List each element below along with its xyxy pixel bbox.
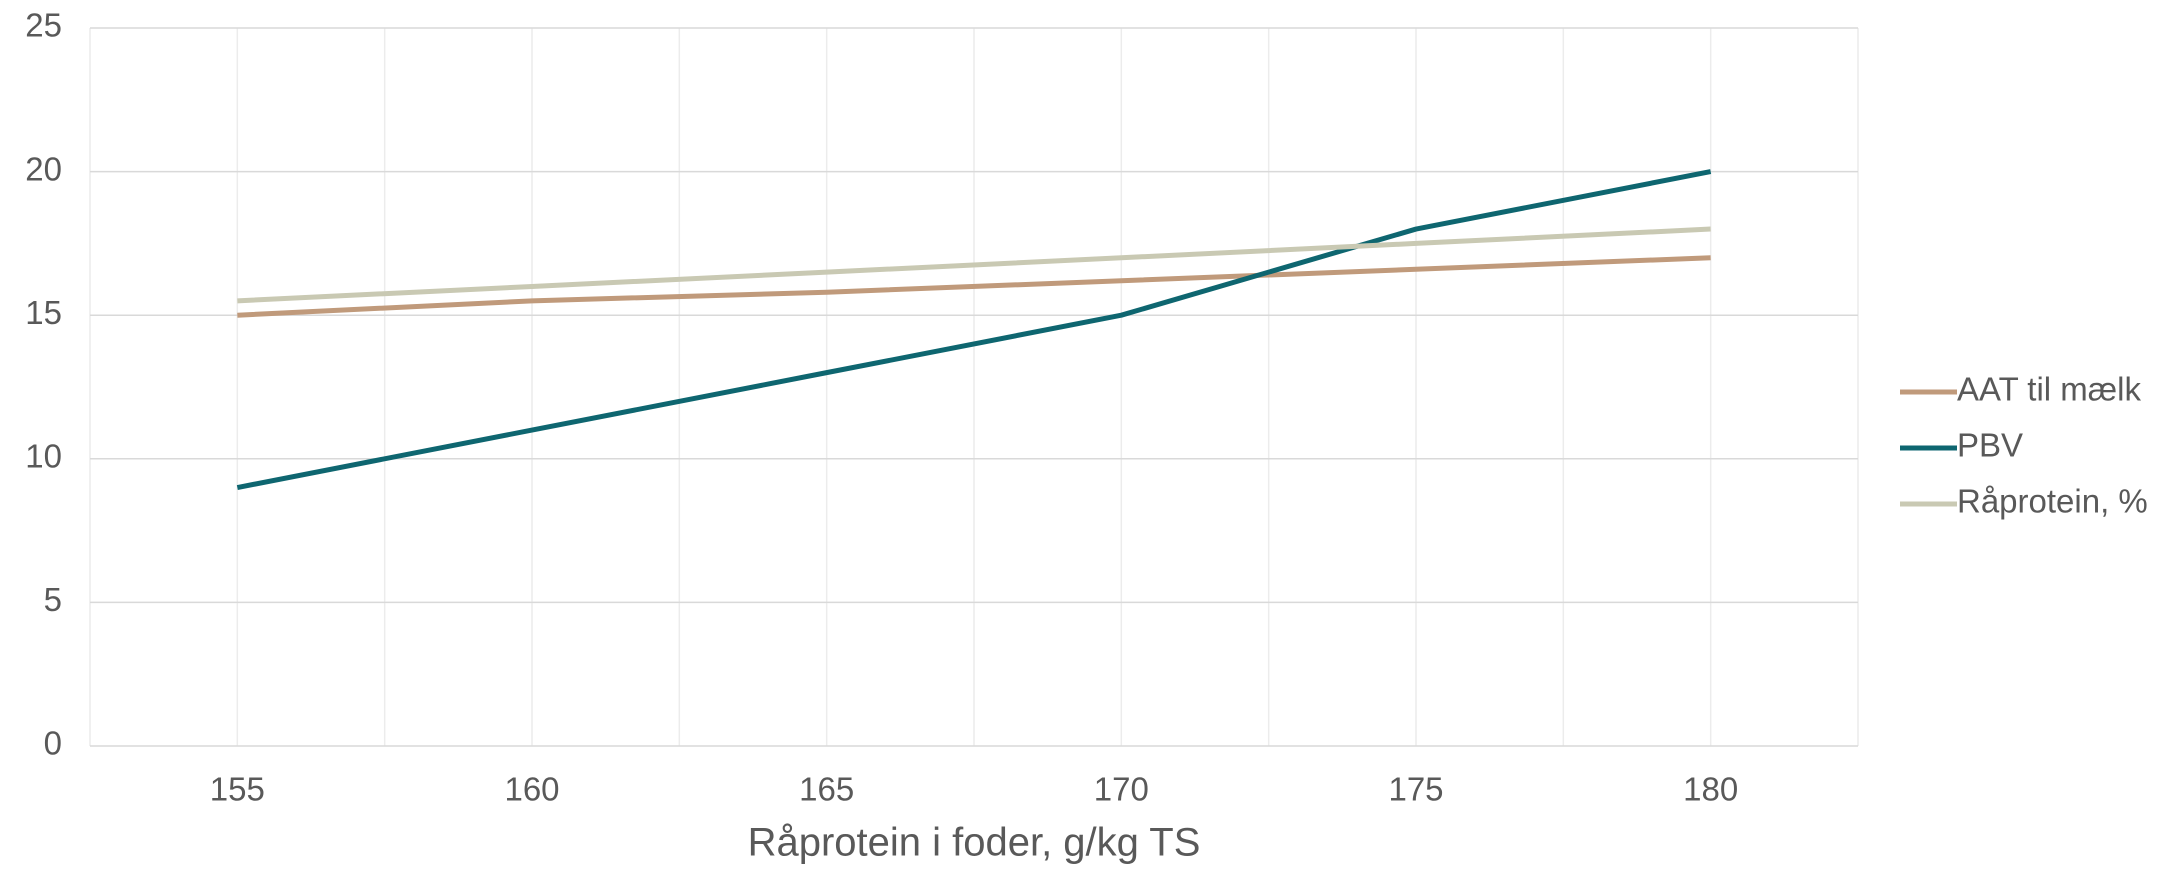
y-tick-label: 5: [44, 581, 62, 618]
x-tick-label: 180: [1683, 771, 1738, 808]
x-tick-label: 165: [799, 771, 854, 808]
y-tick-label: 20: [25, 150, 62, 187]
x-axis-title: Råprotein i foder, g/kg TS: [748, 821, 1201, 865]
legend-label: PBV: [1957, 427, 2023, 464]
y-tick-label: 0: [44, 725, 62, 762]
x-tick-label: 175: [1388, 771, 1443, 808]
x-tick-label: 160: [504, 771, 559, 808]
legend-label: AAT til mælk: [1957, 371, 2141, 408]
x-tick-label: 155: [210, 771, 265, 808]
y-tick-label: 10: [25, 438, 62, 475]
y-tick-label: 15: [25, 294, 62, 331]
legend-label: Råprotein, %: [1957, 483, 2148, 520]
series-line: [237, 226, 1711, 304]
series-line: [236, 169, 1712, 490]
series-line: [237, 255, 1711, 318]
y-tick-label: 25: [25, 7, 62, 44]
x-tick-label: 170: [1094, 771, 1149, 808]
